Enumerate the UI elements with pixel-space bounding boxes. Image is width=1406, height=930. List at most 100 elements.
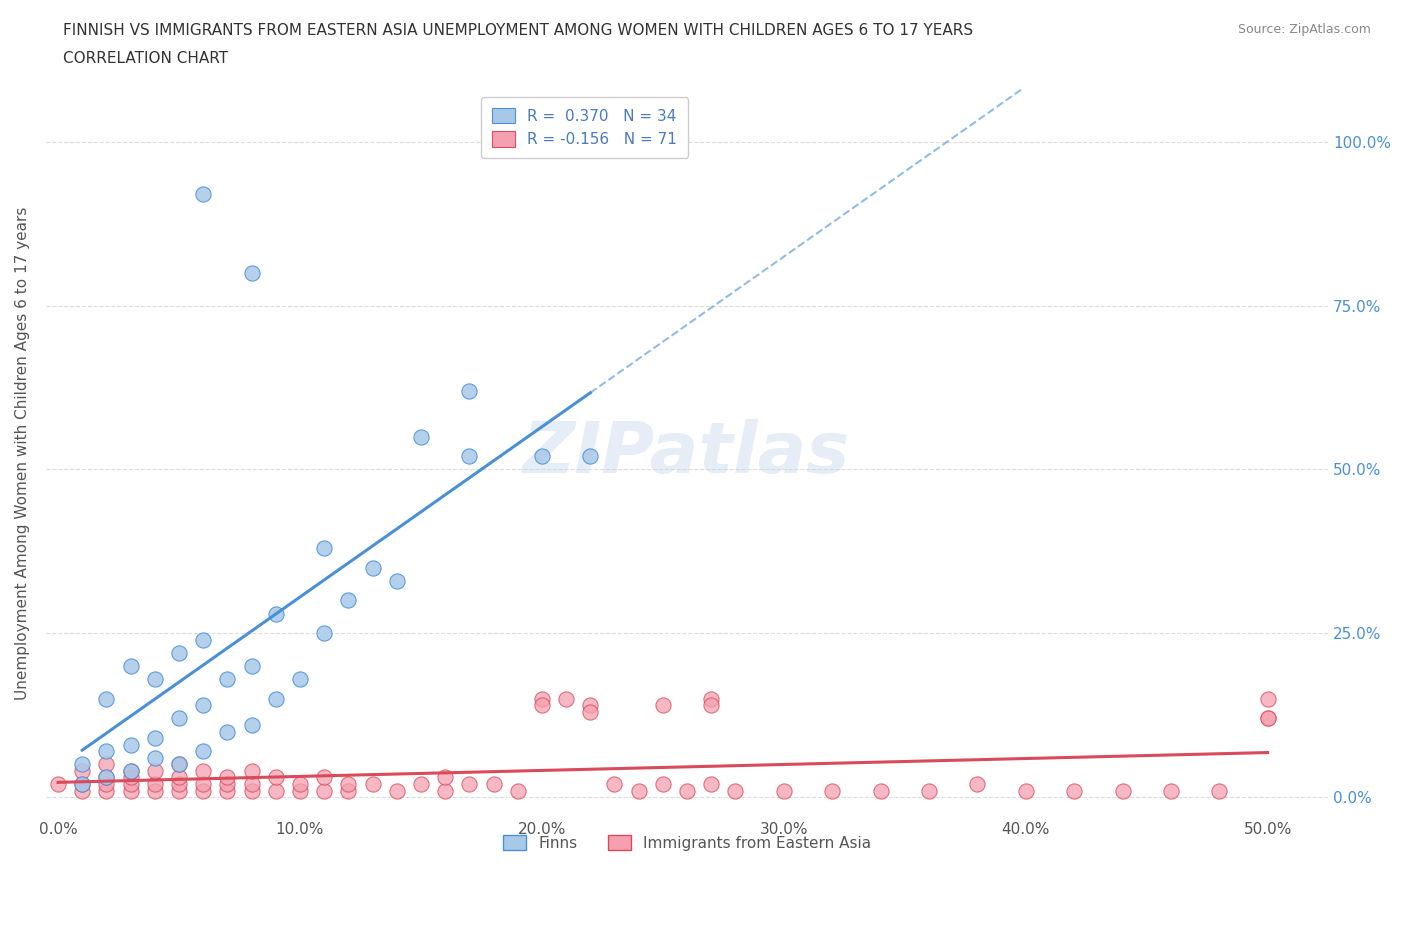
Legend: Finns, Immigrants from Eastern Asia: Finns, Immigrants from Eastern Asia bbox=[494, 826, 880, 860]
Point bbox=[821, 783, 844, 798]
Point bbox=[193, 187, 215, 202]
Point bbox=[1257, 711, 1279, 726]
Point bbox=[72, 777, 94, 791]
Point bbox=[651, 698, 673, 712]
Point bbox=[167, 711, 190, 726]
Point bbox=[167, 645, 190, 660]
Point bbox=[506, 783, 529, 798]
Point bbox=[217, 671, 239, 686]
Point bbox=[579, 704, 602, 719]
Point bbox=[143, 751, 166, 765]
Point bbox=[603, 777, 626, 791]
Point bbox=[167, 770, 190, 785]
Point bbox=[217, 770, 239, 785]
Point bbox=[458, 383, 481, 398]
Point bbox=[96, 777, 118, 791]
Point bbox=[143, 764, 166, 778]
Point bbox=[193, 744, 215, 759]
Point bbox=[264, 770, 287, 785]
Point bbox=[1063, 783, 1085, 798]
Point bbox=[96, 691, 118, 706]
Point bbox=[314, 770, 336, 785]
Point bbox=[240, 718, 263, 733]
Point bbox=[72, 777, 94, 791]
Point bbox=[193, 698, 215, 712]
Point bbox=[143, 777, 166, 791]
Point bbox=[434, 770, 457, 785]
Point bbox=[1208, 783, 1230, 798]
Point bbox=[143, 731, 166, 746]
Point bbox=[193, 783, 215, 798]
Point bbox=[167, 757, 190, 772]
Point bbox=[651, 777, 673, 791]
Point bbox=[264, 606, 287, 621]
Point bbox=[530, 449, 553, 464]
Point bbox=[458, 777, 481, 791]
Point bbox=[96, 770, 118, 785]
Point bbox=[72, 783, 94, 798]
Point bbox=[96, 783, 118, 798]
Point bbox=[240, 265, 263, 280]
Point bbox=[72, 757, 94, 772]
Point bbox=[264, 691, 287, 706]
Point bbox=[193, 632, 215, 647]
Point bbox=[96, 757, 118, 772]
Point bbox=[143, 671, 166, 686]
Point bbox=[96, 744, 118, 759]
Point bbox=[579, 449, 602, 464]
Point bbox=[724, 783, 747, 798]
Point bbox=[409, 430, 432, 445]
Point bbox=[314, 783, 336, 798]
Point bbox=[217, 724, 239, 739]
Point bbox=[120, 764, 142, 778]
Point bbox=[120, 777, 142, 791]
Point bbox=[434, 783, 457, 798]
Point bbox=[96, 770, 118, 785]
Point bbox=[240, 764, 263, 778]
Point bbox=[193, 777, 215, 791]
Text: FINNISH VS IMMIGRANTS FROM EASTERN ASIA UNEMPLOYMENT AMONG WOMEN WITH CHILDREN A: FINNISH VS IMMIGRANTS FROM EASTERN ASIA … bbox=[63, 23, 973, 38]
Point bbox=[193, 764, 215, 778]
Point bbox=[700, 777, 723, 791]
Point bbox=[143, 783, 166, 798]
Point bbox=[869, 783, 891, 798]
Point bbox=[385, 574, 408, 589]
Point bbox=[337, 593, 360, 608]
Point bbox=[676, 783, 699, 798]
Point bbox=[167, 777, 190, 791]
Point bbox=[217, 777, 239, 791]
Point bbox=[530, 691, 553, 706]
Point bbox=[337, 783, 360, 798]
Point bbox=[361, 777, 384, 791]
Point bbox=[120, 770, 142, 785]
Point bbox=[264, 783, 287, 798]
Point bbox=[966, 777, 988, 791]
Point bbox=[288, 671, 311, 686]
Text: CORRELATION CHART: CORRELATION CHART bbox=[63, 51, 228, 66]
Point bbox=[482, 777, 505, 791]
Point bbox=[167, 757, 190, 772]
Point bbox=[240, 658, 263, 673]
Y-axis label: Unemployment Among Women with Children Ages 6 to 17 years: Unemployment Among Women with Children A… bbox=[15, 206, 30, 699]
Point bbox=[120, 764, 142, 778]
Point bbox=[458, 449, 481, 464]
Point bbox=[217, 783, 239, 798]
Point bbox=[1257, 691, 1279, 706]
Point bbox=[72, 764, 94, 778]
Point bbox=[918, 783, 941, 798]
Point bbox=[240, 783, 263, 798]
Point bbox=[288, 777, 311, 791]
Point bbox=[314, 626, 336, 641]
Point bbox=[1257, 711, 1279, 726]
Point bbox=[579, 698, 602, 712]
Point bbox=[120, 658, 142, 673]
Point bbox=[46, 777, 69, 791]
Point bbox=[627, 783, 650, 798]
Point bbox=[1015, 783, 1038, 798]
Point bbox=[700, 691, 723, 706]
Point bbox=[772, 783, 794, 798]
Point bbox=[120, 737, 142, 752]
Point bbox=[288, 783, 311, 798]
Point bbox=[337, 777, 360, 791]
Point bbox=[700, 698, 723, 712]
